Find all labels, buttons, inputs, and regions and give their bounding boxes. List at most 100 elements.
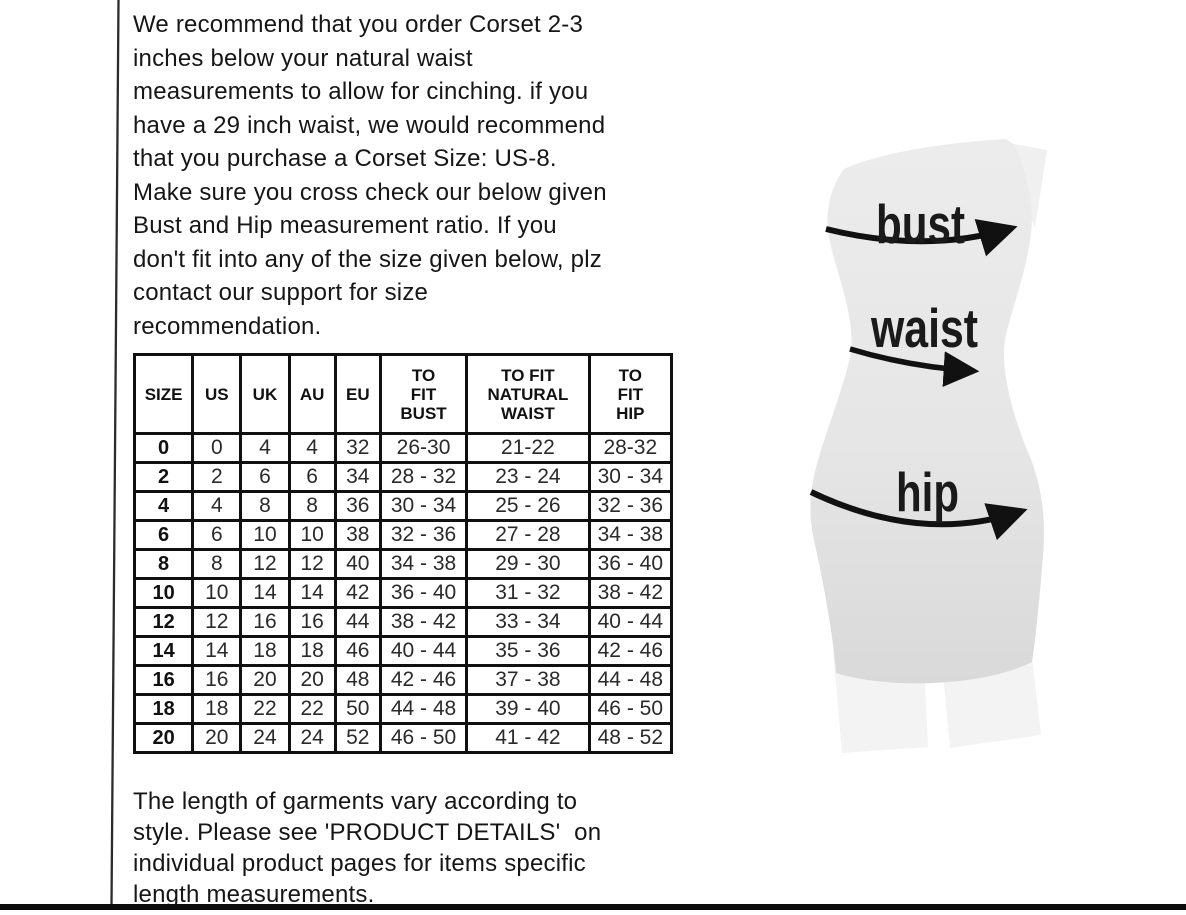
value-cell: 14 (191, 635, 243, 667)
value-cell: 27 - 28 (465, 519, 591, 551)
value-cell: 38 (333, 519, 382, 551)
value-cell: 42 - 46 (587, 635, 674, 667)
hip-arrow (809, 489, 1028, 541)
value-cell: 46 - 50 (378, 722, 469, 754)
value-cell: 37 - 38 (465, 664, 591, 696)
left-border-line (110, 0, 120, 907)
value-cell: 14 (287, 577, 337, 609)
footer-line: The length of garments vary according to (133, 788, 578, 815)
table-row: 0 0 4 4 32 26-30 21-22 28-32 (132, 432, 674, 464)
value-cell: 29 - 30 (465, 548, 591, 580)
value-cell: 48 - 52 (587, 722, 674, 754)
value-cell: 33 - 34 (465, 606, 591, 638)
value-cell: 32 - 36 (378, 519, 469, 551)
table-row: 2 2 6 6 34 28 - 32 23 - 24 30 - 34 (132, 461, 674, 493)
size-cell: 18 (132, 693, 195, 725)
value-cell: 28-32 (587, 432, 674, 464)
value-cell: 4 (239, 432, 291, 464)
value-cell: 46 - 50 (587, 693, 674, 725)
value-cell: 2 (191, 461, 243, 493)
value-cell: 42 (333, 577, 382, 609)
column-header: US (191, 353, 243, 435)
value-cell: 16 (191, 664, 243, 696)
intro-line: don't fit into any of the size given bel… (133, 245, 602, 273)
value-cell: 42 - 46 (378, 664, 469, 696)
value-cell: 25 - 26 (465, 490, 591, 522)
value-cell: 50 (333, 693, 382, 725)
value-cell: 30 - 34 (378, 490, 469, 522)
bust-label: bust (876, 193, 965, 255)
footer-line: individual product pages for items speci… (133, 850, 586, 877)
value-cell: 0 (191, 432, 243, 464)
table-row: 12 12 16 16 44 38 - 42 33 - 34 40 - 44 (132, 606, 674, 638)
size-cell: 0 (132, 432, 195, 464)
table-row: 16 16 20 20 48 42 - 46 37 - 38 44 - 48 (132, 664, 674, 696)
value-cell: 4 (191, 490, 243, 522)
table-row: 4 4 8 8 36 30 - 34 25 - 26 32 - 36 (132, 490, 674, 522)
value-cell: 32 (333, 432, 382, 464)
value-cell: 10 (191, 577, 243, 609)
waist-label: waist (870, 297, 978, 359)
value-cell: 23 - 24 (465, 461, 591, 493)
value-cell: 4 (287, 432, 337, 464)
value-cell: 8 (191, 548, 243, 580)
intro-paragraph: We recommend that you order Corset 2-3 in… (133, 8, 607, 343)
column-header: AU (287, 353, 337, 435)
value-cell: 8 (287, 490, 337, 522)
value-cell: 40 - 44 (587, 606, 674, 638)
value-cell: 36 (333, 490, 382, 522)
table-row: 18 18 22 22 50 44 - 48 39 - 40 46 - 50 (132, 693, 674, 725)
value-cell: 46 (333, 635, 382, 667)
value-cell: 44 (333, 606, 382, 638)
value-cell: 35 - 36 (465, 635, 591, 667)
torso-silhouette (810, 139, 1044, 684)
intro-line: that you purchase a Corset Size: US-8. (133, 145, 557, 172)
column-header: TO FIT BUST (378, 353, 469, 435)
value-cell: 30 - 34 (587, 461, 674, 493)
value-cell: 28 - 32 (378, 461, 469, 493)
column-header: UK (239, 353, 291, 435)
value-cell: 34 (333, 461, 382, 493)
value-cell: 38 - 42 (587, 577, 674, 609)
value-cell: 34 - 38 (378, 548, 469, 580)
size-cell: 14 (132, 635, 195, 667)
footer-line: style. Please see 'PRODUCT DETAILS' on (133, 819, 602, 846)
value-cell: 6 (191, 519, 243, 551)
table-row: 6 6 10 10 38 32 - 36 27 - 28 34 - 38 (132, 519, 674, 551)
table-row: 10 10 14 14 42 36 - 40 31 - 32 38 - 42 (132, 577, 674, 609)
column-header: TO FIT HIP (587, 353, 674, 435)
value-cell: 8 (239, 490, 291, 522)
size-cell: 6 (132, 519, 195, 551)
value-cell: 6 (287, 461, 337, 493)
size-cell: 20 (132, 722, 195, 754)
size-conversion-table: SIZE US UK AU EU TO FIT BUST TO FIT NATURAL WA… (132, 353, 674, 754)
value-cell: 16 (239, 606, 291, 638)
value-cell: 24 (239, 722, 291, 754)
value-cell: 39 - 40 (465, 693, 591, 725)
value-cell: 21-22 (465, 432, 591, 464)
bust-arrow (825, 219, 1018, 257)
column-header: EU (333, 353, 382, 435)
value-cell: 10 (287, 519, 337, 551)
body-measurement-figure: bust waist hip (809, 139, 1047, 753)
value-cell: 26-30 (378, 432, 469, 464)
value-cell: 14 (239, 577, 291, 609)
value-cell: 52 (333, 722, 382, 754)
value-cell: 12 (191, 606, 243, 638)
intro-line: recommendation. (133, 312, 322, 340)
table-row: 14 14 18 18 46 40 - 44 35 - 36 42 - 46 (132, 635, 674, 667)
value-cell: 36 - 40 (587, 548, 674, 580)
value-cell: 12 (239, 548, 291, 580)
value-cell: 40 - 44 (378, 635, 469, 667)
value-cell: 38 - 42 (378, 606, 469, 638)
value-cell: 48 (333, 664, 382, 696)
value-cell: 34 - 38 (587, 519, 674, 551)
table-row: 8 8 12 12 40 34 - 38 29 - 30 36 - 40 (132, 548, 674, 580)
size-cell: 8 (132, 548, 195, 580)
size-cell: 12 (132, 606, 195, 638)
column-header: TO FIT NATURAL WAIST (465, 353, 591, 435)
size-cell: 10 (132, 577, 195, 609)
intro-line: contact our support for size (133, 279, 429, 306)
footer-line: length measurements. (133, 881, 375, 908)
